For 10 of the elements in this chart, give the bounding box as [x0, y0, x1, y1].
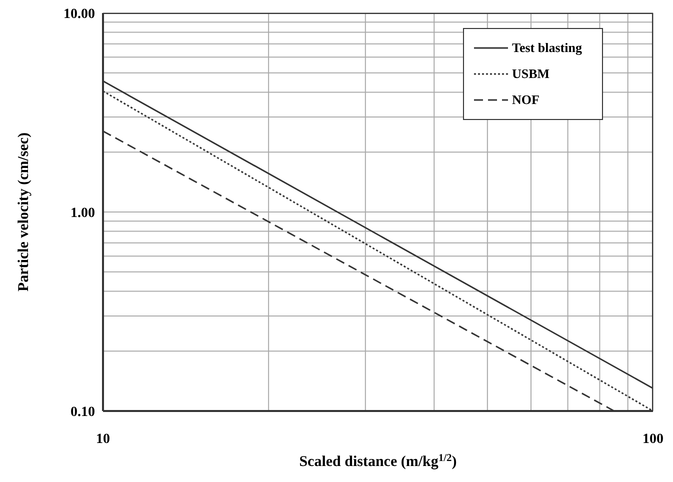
legend-label: Test blasting — [512, 40, 582, 56]
x-tick-label: 100 — [642, 432, 664, 447]
legend-label: USBM — [512, 66, 550, 82]
x-tick-label: 10 — [96, 432, 110, 447]
x-axis-title: Scaled distance (m/kg$^{1/2}$) — [299, 452, 457, 470]
legend-label: NOF — [512, 92, 540, 108]
y-tick-label: 10.00 — [64, 6, 95, 22]
y-tick-label: 0.10 — [70, 404, 95, 420]
y-tick-label: 1.00 — [70, 206, 95, 221]
y-axis-title: Particle velocity (cm/sec) — [16, 132, 32, 292]
